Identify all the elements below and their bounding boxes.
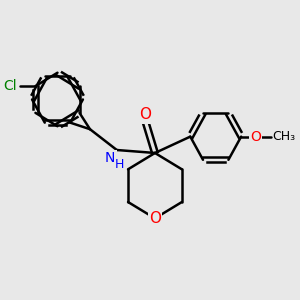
- Text: N: N: [105, 152, 116, 166]
- Text: O: O: [139, 107, 151, 122]
- Text: Cl: Cl: [3, 79, 16, 93]
- Text: O: O: [250, 130, 261, 144]
- Text: H: H: [114, 158, 124, 171]
- Text: O: O: [149, 211, 161, 226]
- Text: CH₃: CH₃: [272, 130, 296, 143]
